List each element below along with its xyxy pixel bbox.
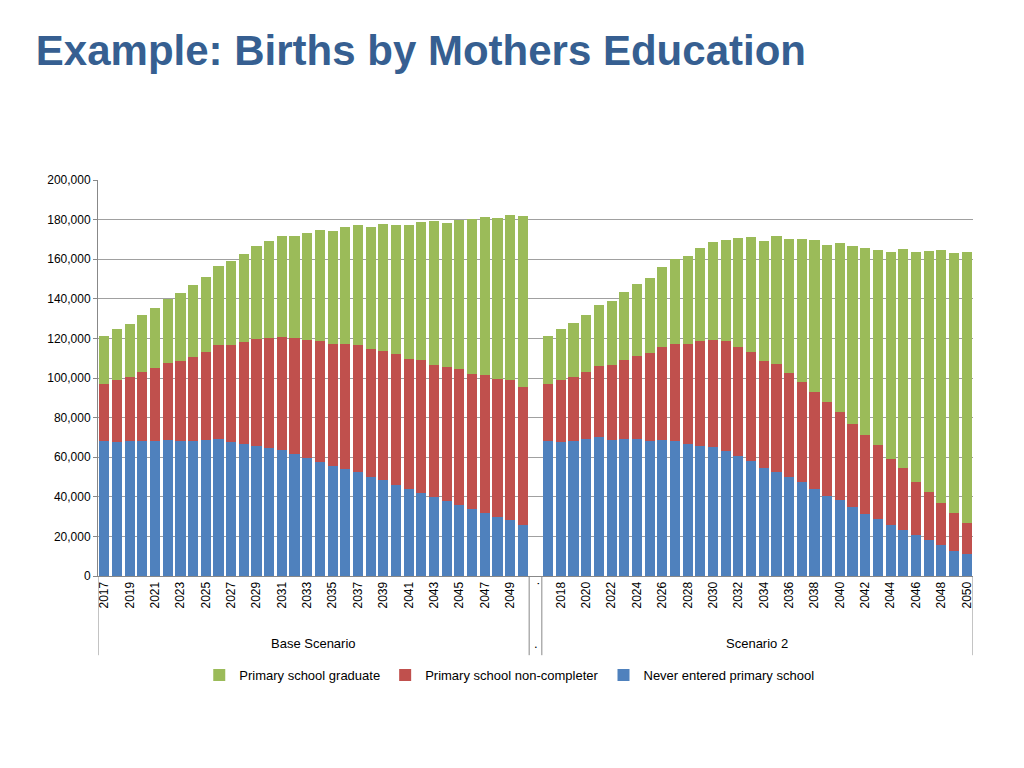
svg-text:2038: 2038 [807, 581, 821, 608]
svg-text:Primary school non-completer: Primary school non-completer [425, 668, 598, 683]
svg-text:2045: 2045 [452, 581, 466, 608]
svg-text:2036: 2036 [782, 581, 796, 608]
svg-text:Base Scenario: Base Scenario [271, 636, 356, 651]
svg-text:2021: 2021 [148, 581, 162, 608]
svg-text:2048: 2048 [934, 581, 948, 608]
svg-text:80,000: 80,000 [54, 411, 91, 425]
svg-text:200,000: 200,000 [47, 173, 91, 187]
svg-text:160,000: 160,000 [47, 252, 91, 266]
svg-text:2039: 2039 [376, 581, 390, 608]
svg-text:Scenario 2: Scenario 2 [726, 636, 788, 651]
svg-text:Primary school graduate: Primary school graduate [239, 668, 380, 683]
svg-text:2026: 2026 [655, 581, 669, 608]
svg-text:.: . [534, 636, 538, 651]
svg-text:2047: 2047 [478, 581, 492, 608]
svg-text:2046: 2046 [909, 581, 923, 608]
svg-text:140,000: 140,000 [47, 292, 91, 306]
svg-text:60,000: 60,000 [54, 450, 91, 464]
svg-text:2035: 2035 [326, 581, 340, 608]
svg-text:40,000: 40,000 [54, 490, 91, 504]
svg-text:2025: 2025 [199, 581, 213, 608]
svg-text:2041: 2041 [402, 581, 416, 608]
svg-text:2042: 2042 [858, 581, 872, 608]
svg-text:2027: 2027 [224, 581, 238, 608]
svg-text:120,000: 120,000 [47, 332, 91, 346]
svg-text:2029: 2029 [249, 581, 263, 608]
svg-text:2050: 2050 [960, 581, 974, 608]
svg-text:2024: 2024 [630, 581, 644, 608]
svg-text:2033: 2033 [300, 581, 314, 608]
svg-text:2043: 2043 [427, 581, 441, 608]
svg-text:.: . [528, 582, 542, 585]
svg-text:2031: 2031 [275, 581, 289, 608]
svg-text:100,000: 100,000 [47, 371, 91, 385]
svg-text:2040: 2040 [833, 581, 847, 608]
svg-text:180,000: 180,000 [47, 213, 91, 227]
svg-text:Never entered primary school: Never entered primary school [644, 668, 815, 683]
svg-text:2034: 2034 [757, 581, 771, 608]
svg-text:2044: 2044 [883, 581, 897, 608]
svg-text:2028: 2028 [681, 581, 695, 608]
svg-text:2049: 2049 [503, 581, 517, 608]
svg-text:2032: 2032 [731, 581, 745, 608]
svg-text:2018: 2018 [554, 581, 568, 608]
svg-text:20,000: 20,000 [54, 530, 91, 544]
svg-text:2017: 2017 [97, 581, 111, 608]
svg-text:2022: 2022 [604, 581, 618, 608]
svg-text:2023: 2023 [173, 581, 187, 608]
svg-text:2019: 2019 [123, 581, 137, 608]
svg-text:0: 0 [84, 569, 91, 583]
svg-text:2020: 2020 [579, 581, 593, 608]
svg-text:Example: Births by Mothers Edu: Example: Births by Mothers Education [36, 27, 806, 74]
svg-text:2030: 2030 [706, 581, 720, 608]
svg-text:2037: 2037 [351, 581, 365, 608]
